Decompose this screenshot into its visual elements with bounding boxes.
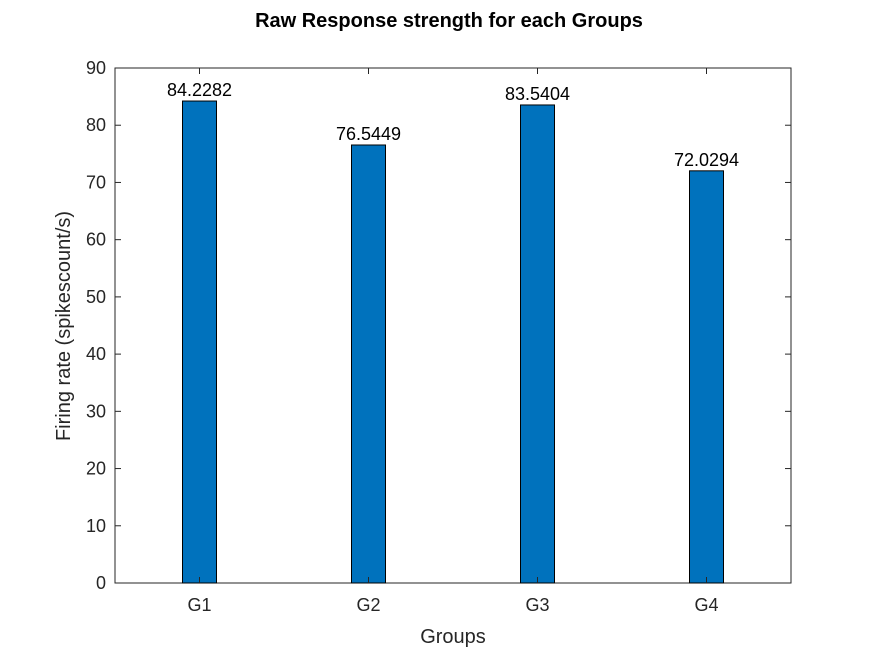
data-label-g1: 84.2282 [167, 80, 232, 100]
x-axis-label: Groups [420, 626, 486, 648]
y-tick-label-60: 60 [86, 230, 106, 250]
data-label-g2: 76.5449 [336, 124, 401, 144]
y-tick-label-30: 30 [86, 401, 106, 421]
bar-g1 [182, 100, 217, 584]
bar-g3 [520, 104, 555, 584]
axes-box [114, 67, 792, 584]
y-tick-label-80: 80 [86, 115, 106, 135]
y-tick-label-90: 90 [86, 58, 106, 78]
y-tick-label-20: 20 [86, 459, 106, 479]
y-axis-label: Firing rate (spikescount/s) [53, 211, 75, 441]
y-tick-label-40: 40 [86, 344, 106, 364]
y-tick-label-50: 50 [86, 287, 106, 307]
y-tick-label-0: 0 [96, 573, 106, 593]
data-label-g4: 72.0294 [674, 150, 739, 170]
bar-g2 [351, 144, 386, 584]
x-tick-label-g1: G1 [187, 595, 211, 615]
bar-g4 [689, 170, 724, 584]
x-tick-label-g2: G2 [356, 595, 380, 615]
x-tick-label-g4: G4 [694, 595, 718, 615]
data-label-g3: 83.5404 [505, 84, 570, 104]
y-tick-label-10: 10 [86, 516, 106, 536]
chart-title: Raw Response strength for each Groups [255, 10, 643, 32]
x-tick-label-g3: G3 [525, 595, 549, 615]
plot-area: 84.2282 76.5449 83.5404 72.0294 0 10 20 30 40 50 6… [86, 58, 792, 615]
y-tick-label-70: 70 [86, 172, 106, 192]
